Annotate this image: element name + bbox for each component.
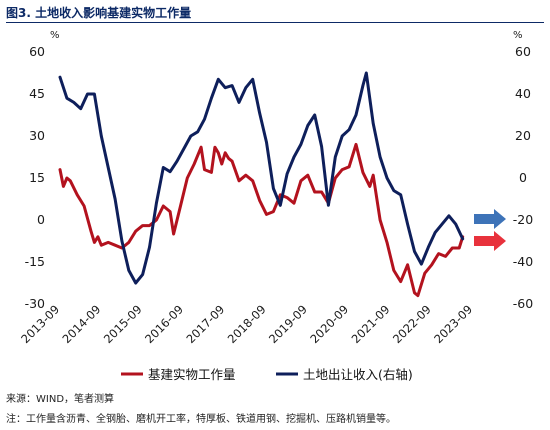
left-tick-label: 45	[29, 86, 45, 101]
x-tick-label: 2016-09	[142, 302, 186, 346]
x-tick-label: 2023-09	[431, 302, 475, 346]
x-tick-label: 2015-09	[101, 302, 145, 346]
series-lines	[58, 71, 465, 298]
right-axis-series-line	[58, 71, 465, 285]
title-rule	[6, 22, 544, 23]
legend-label-right-series: 土地出让收入(右轴)	[303, 367, 413, 382]
x-tick-label: 2021-09	[349, 302, 393, 346]
end-arrows	[474, 209, 506, 251]
left-axis-ticks: -30 -15 0 15 30 45 60	[25, 44, 45, 311]
x-tick-label: 2017-09	[183, 302, 227, 346]
left-tick-label: 60	[29, 44, 45, 59]
footnote: 注：工作量含沥青、全钢胎、磨机开工率，特厚板、铁道用钢、挖掘机、压路机销量等。	[6, 414, 396, 425]
left-axis-unit: %	[50, 30, 60, 41]
legend-label-left-series: 基建实物工作量	[148, 367, 236, 382]
x-tick-label: 2022-09	[390, 302, 434, 346]
right-tick-label: 20	[515, 128, 531, 143]
right-tick-label: 0	[519, 170, 527, 185]
dual-axis-line-chart: -30 -15 0 15 30 45 60 -60 -40 -20 0 20 40 60 % % 201…	[18, 30, 533, 382]
page-title: 图3. 土地收入影响基建实物工作量	[6, 6, 192, 20]
right-axis-unit: %	[513, 30, 523, 41]
right-tick-label: 60	[515, 44, 531, 59]
right-tick-label: -20	[513, 212, 533, 227]
left-axis-series-line	[58, 142, 465, 298]
source-note: 来源：WIND，笔者测算	[6, 394, 115, 405]
left-axis-arrow-icon	[474, 231, 506, 251]
x-tick-label: 2019-09	[266, 302, 310, 346]
right-axis-ticks: -60 -40 -20 0 20 40 60	[513, 44, 533, 311]
x-axis-labels: 2013-092014-092015-092016-092017-092018-…	[18, 302, 475, 346]
x-tick-label: 2014-09	[60, 302, 104, 346]
right-axis-arrow-icon	[474, 209, 506, 229]
left-tick-label: 30	[29, 128, 45, 143]
right-tick-label: -40	[513, 254, 533, 269]
left-tick-label: -30	[25, 296, 45, 311]
left-tick-label: 0	[37, 212, 45, 227]
right-tick-label: -60	[513, 296, 533, 311]
left-tick-label: 15	[29, 170, 45, 185]
right-tick-label: 40	[515, 86, 531, 101]
x-tick-label: 2020-09	[307, 302, 351, 346]
left-tick-label: -15	[25, 254, 45, 269]
x-tick-label: 2018-09	[225, 302, 269, 346]
legend: 基建实物工作量 土地出让收入(右轴)	[121, 367, 413, 382]
